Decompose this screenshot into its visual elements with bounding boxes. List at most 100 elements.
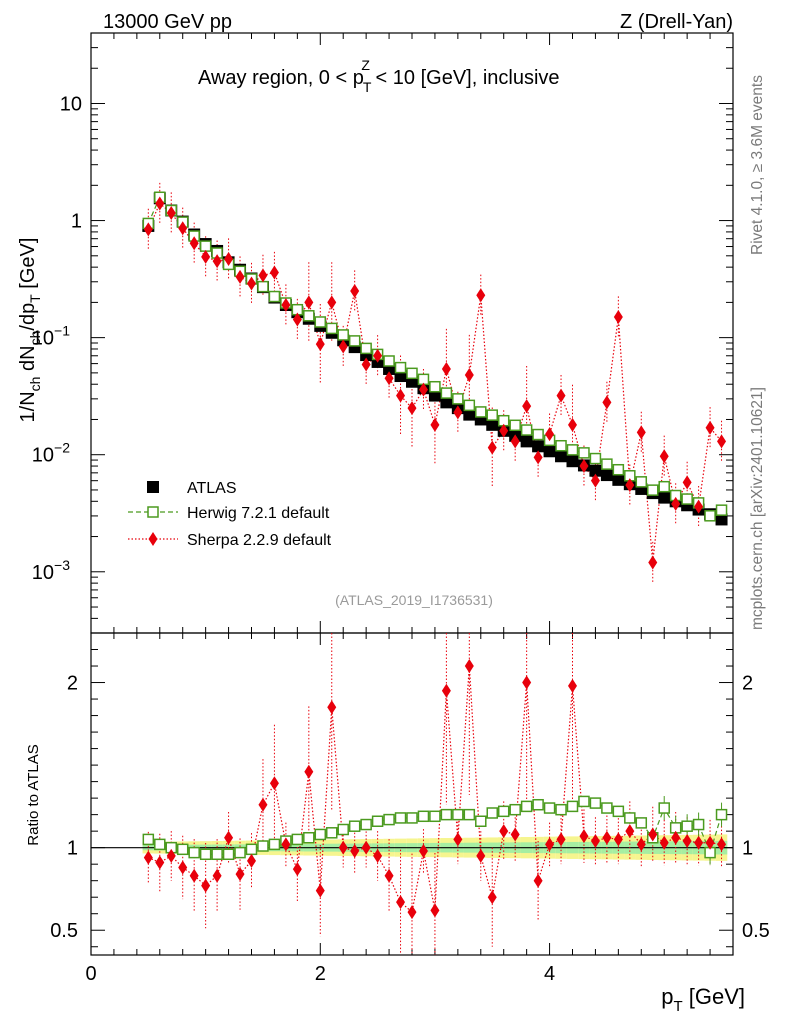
sherpa-ratio-point: [568, 678, 577, 693]
sherpa-ratio-point: [694, 835, 704, 850]
ratio-y-tick-label-right: 2: [742, 673, 753, 695]
herwig-ratio-point: [326, 827, 338, 839]
atlas-point: [463, 408, 476, 421]
sherpa-ratio-point: [464, 659, 474, 674]
sherpa-ratio-point: [418, 843, 428, 858]
herwig-point: [520, 424, 533, 436]
sherpa-ratio-point: [373, 848, 383, 863]
herwig-ratio-point: [715, 808, 728, 821]
herwig-point: [406, 367, 418, 380]
analysis-tag: (ATLAS_2019_I1736531): [335, 592, 493, 608]
ylabel-b-sub: ch: [27, 331, 43, 346]
herwig-ratio-point: [497, 805, 510, 818]
atlas-point: [532, 440, 545, 453]
sherpa-ratio-point: [247, 853, 256, 868]
collision-label: 13000 GeV pp: [103, 11, 232, 33]
herwig-point: [578, 447, 590, 459]
sherpa-point: [659, 449, 669, 464]
atlas-point: [555, 450, 568, 463]
plot-title-sub: T: [363, 79, 372, 95]
sherpa-point: [224, 251, 234, 266]
atlas-point: [658, 491, 671, 504]
ylabel-c-sub: T: [27, 294, 43, 303]
x-tick-label: 4: [544, 963, 555, 985]
sherpa-point: [613, 310, 623, 325]
herwig-ratio-point: [520, 800, 533, 813]
sherpa-ratio-point: [590, 834, 600, 849]
sherpa-point: [682, 475, 692, 490]
plot-title-post: < 10 [GeV], inclusive: [370, 67, 560, 89]
herwig-point: [314, 316, 327, 328]
plot-title-pre: Away region, 0 < p: [198, 67, 364, 89]
herwig-point: [326, 322, 338, 335]
sherpa-point: [671, 496, 681, 511]
sherpa-point: [579, 459, 589, 474]
herwig-ratio-point: [337, 823, 349, 836]
sherpa-point: [430, 417, 440, 432]
sherpa-ratio-point: [625, 824, 635, 839]
sherpa-point: [178, 221, 188, 236]
herwig-point: [452, 393, 464, 405]
herwig-point: [704, 510, 716, 522]
sherpa-point: [418, 382, 428, 397]
process-label: Z (Drell-Yan): [620, 11, 733, 33]
herwig-point: [268, 290, 281, 303]
herwig-point: [303, 310, 315, 322]
sherpa-ratio-point: [556, 832, 566, 847]
sherpa-point: [705, 420, 715, 435]
herwig-ratio-point: [486, 807, 498, 819]
ratio-y-axis-label: Ratio to ATLAS: [25, 744, 42, 845]
herwig-ratio-point: [257, 840, 269, 852]
sherpa-point: [602, 395, 612, 410]
sherpa-ratio-point: [430, 903, 440, 918]
sherpa-ratio-point: [407, 905, 417, 920]
herwig-point: [348, 335, 361, 347]
herwig-point: [257, 280, 269, 293]
herwig-ratio-point: [154, 838, 166, 851]
sherpa-ratio-point: [487, 890, 497, 905]
sherpa-point: [247, 276, 256, 291]
herwig-ratio-point: [452, 808, 464, 821]
atlas-point: [715, 513, 728, 526]
atlas-point: [428, 389, 441, 402]
sherpa-point: [315, 337, 325, 352]
sherpa-ratio-point: [476, 848, 486, 863]
sherpa-ratio-point: [671, 830, 681, 845]
sherpa-point: [533, 450, 543, 465]
sherpa-point: [510, 434, 520, 449]
sherpa-ratio-point: [281, 837, 291, 852]
herwig-point: [394, 361, 407, 374]
sherpa-point: [350, 284, 360, 299]
plot-title-sup: Z: [361, 57, 370, 73]
herwig-ratio-point: [417, 810, 430, 823]
herwig-ratio-point: [681, 820, 693, 832]
sherpa-ratio-point: [545, 837, 555, 852]
ylabel-a-sub: ch: [27, 377, 43, 392]
atlas-point: [600, 469, 613, 482]
sherpa-point: [212, 254, 222, 269]
sherpa-ratio-point: [235, 867, 245, 882]
ylabel-c: /dp: [17, 303, 39, 331]
herwig-point: [612, 463, 625, 476]
herwig-ratio-point: [635, 817, 648, 829]
atlas-point: [612, 473, 625, 486]
sherpa-point: [384, 371, 394, 386]
sherpa-ratio-point: [292, 862, 302, 877]
y-tick-exp: −2: [54, 440, 70, 456]
ylabel-a: 1/N: [17, 391, 39, 422]
herwig-ratio-point: [176, 843, 189, 856]
sherpa-point: [338, 339, 348, 354]
herwig-point: [383, 355, 395, 367]
herwig-ratio-point: [612, 805, 625, 818]
sherpa-point: [476, 288, 486, 303]
herwig-point: [532, 428, 544, 441]
ylabel-d: [GeV]: [17, 238, 39, 295]
herwig-ratio-point: [291, 833, 304, 846]
sherpa-point: [648, 555, 658, 570]
sherpa-point: [464, 367, 474, 382]
herwig-ratio-point: [555, 803, 567, 816]
sherpa-ratio-point: [522, 675, 532, 690]
ylabel-b: dN: [17, 345, 39, 376]
herwig-ratio-point: [188, 846, 200, 859]
